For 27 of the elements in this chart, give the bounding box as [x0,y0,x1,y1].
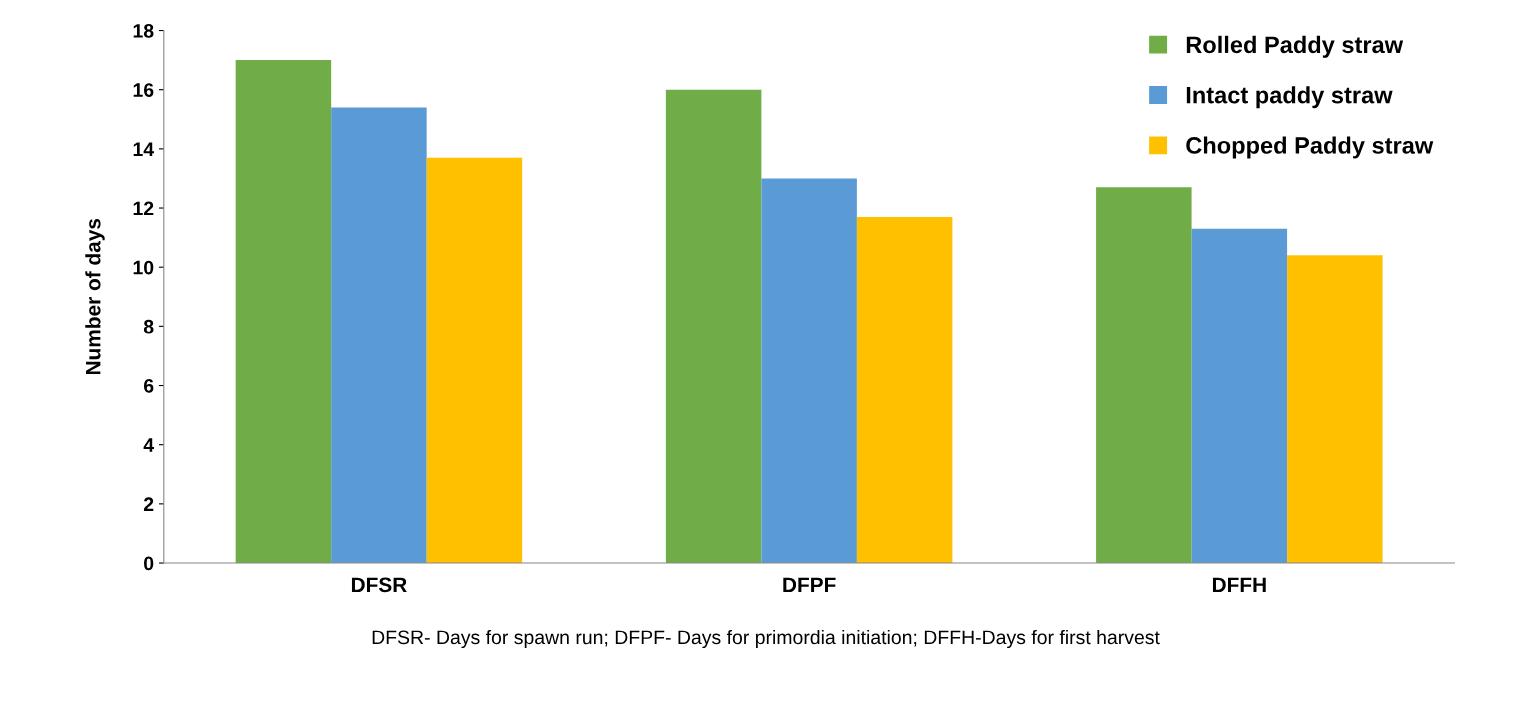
bar [761,178,857,564]
bar [856,216,953,564]
bar [1096,187,1192,564]
x-tick-label: DFFH [1212,577,1266,593]
text: DFSR- Days for spawn run; DFPF- Days for primordia initiation; DFFH-Days for first harvest [372,629,1160,649]
bar [665,89,762,564]
bar [331,107,427,564]
legend-label: Rolled Paddy straw [1186,35,1404,58]
bar [1287,255,1383,564]
y-tick-label: 6 [143,379,154,393]
y-tick-label: 10 [133,260,154,275]
y-tick-label: 2 [143,497,154,511]
y-axis-title: Number of days [85,218,105,375]
bar [235,60,332,564]
y-tick-label: 12 [133,201,154,216]
y-tick-label: 8 [143,319,154,334]
y-tick-label: 18 [133,24,154,38]
y-tick-label: 14 [133,142,154,156]
legend-label: Chopped Paddy straw [1186,136,1434,159]
bar [1191,228,1288,564]
y-tick-label: 4 [143,438,154,452]
x-tick-label: DFSR [351,577,407,593]
y-tick-label: 16 [133,83,154,97]
legend-label: Intact paddy straw [1186,86,1393,109]
x-tick-label: DFPF [783,577,836,593]
bar [426,157,523,564]
y-tick-label: 0 [144,556,154,571]
